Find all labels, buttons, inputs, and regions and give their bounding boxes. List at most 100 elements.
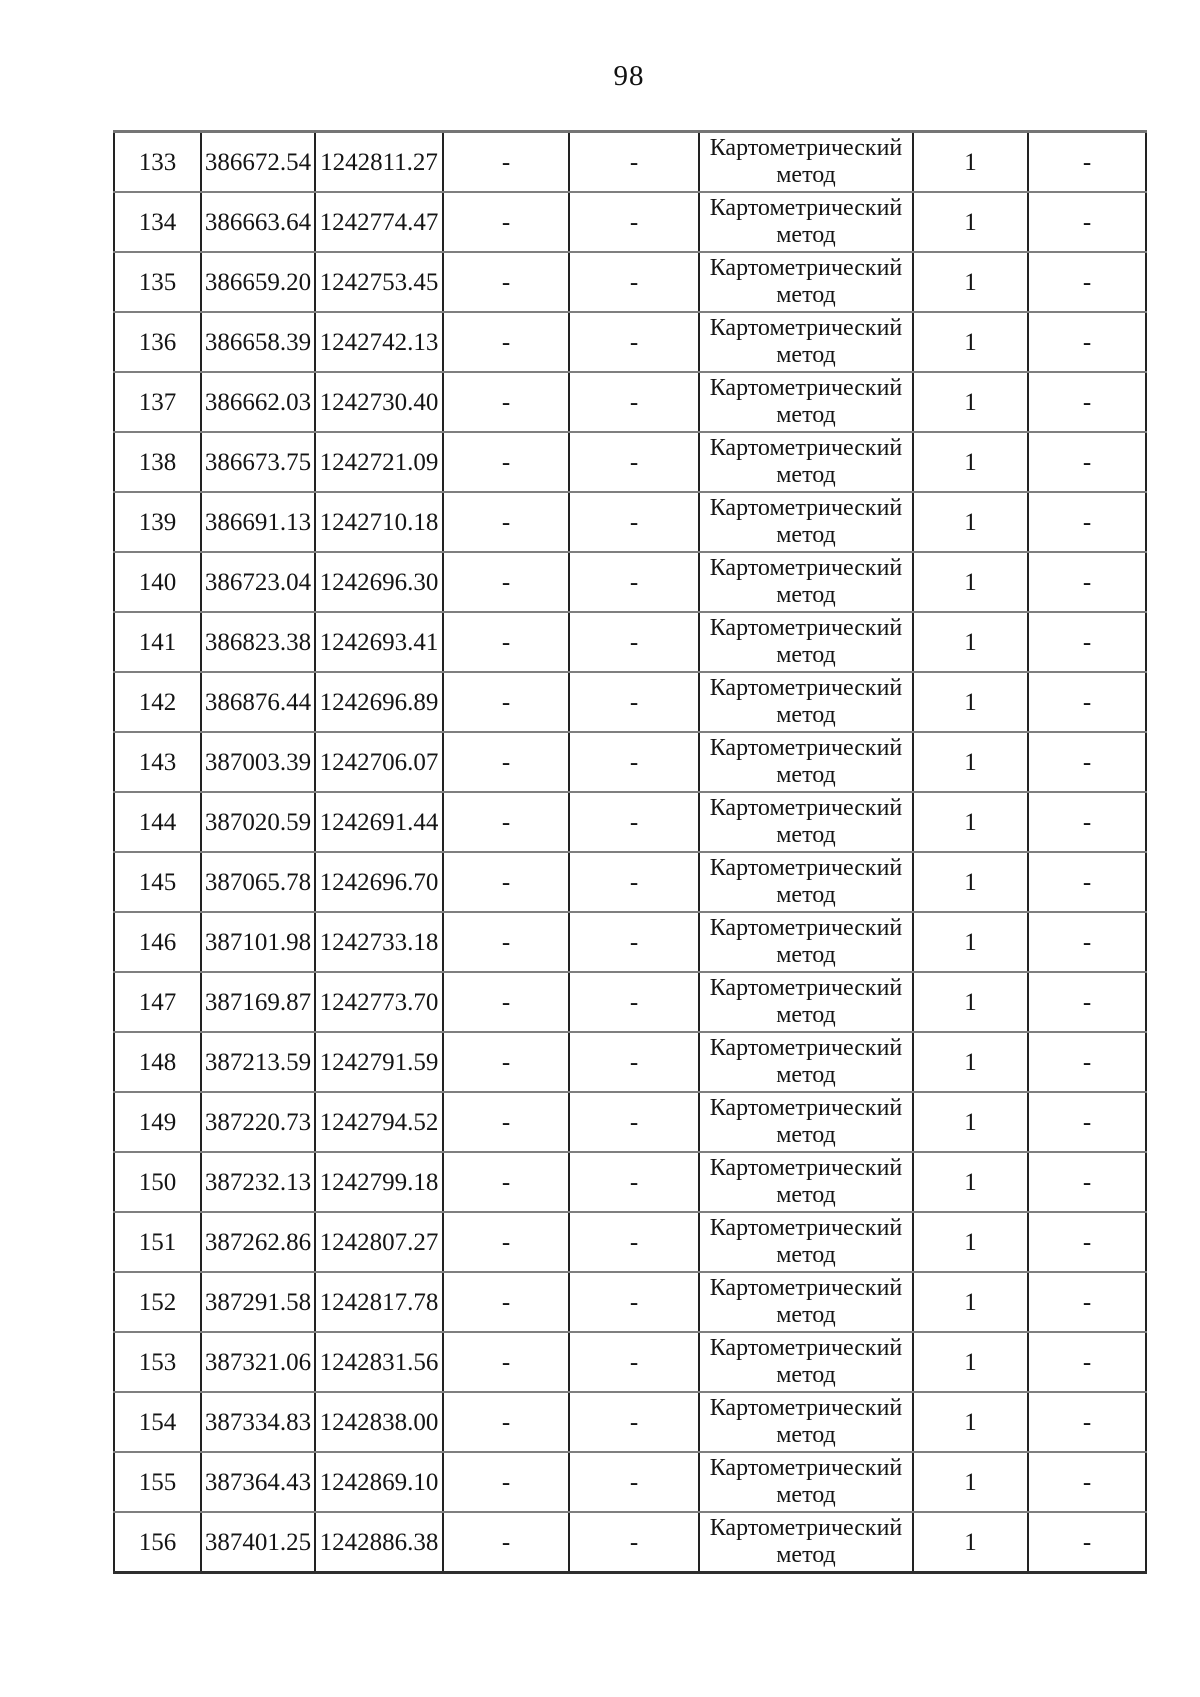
cell-coord-y: 1242773.70 [314,971,444,1033]
cell-dash-3: - [1027,311,1147,373]
cell-method: Картометрический метод [698,1451,914,1513]
coordinates-table: 133 386672.54 1242811.27 - - Картометрич… [113,130,1147,1574]
cell-point-number: 141 [113,611,202,673]
cell-method: Картометрический метод [698,911,914,973]
cell-dash-3: - [1027,611,1147,673]
cell-count: 1 [912,671,1029,733]
cell-count: 1 [912,1511,1029,1574]
cell-dash-3: - [1027,731,1147,793]
cell-coord-y: 1242733.18 [314,911,444,973]
cell-point-number: 147 [113,971,202,1033]
cell-dash-3: - [1027,1031,1147,1093]
cell-dash-3: - [1027,130,1147,193]
cell-dash-3: - [1027,191,1147,253]
cell-dash-2: - [568,371,700,433]
table-row: 151 387262.86 1242807.27 - - Картометрич… [113,1211,1147,1273]
cell-point-number: 148 [113,1031,202,1093]
cell-method: Картометрический метод [698,551,914,613]
cell-coord-x: 387232.13 [200,1151,316,1213]
cell-count: 1 [912,251,1029,313]
cell-dash-3: - [1027,1451,1147,1513]
table-row: 141 386823.38 1242693.41 - - Картометрич… [113,611,1147,673]
table-row: 143 387003.39 1242706.07 - - Картометрич… [113,731,1147,793]
cell-coord-y: 1242696.70 [314,851,444,913]
cell-count: 1 [912,1151,1029,1213]
cell-point-number: 136 [113,311,202,373]
cell-dash-1: - [442,491,570,553]
cell-method: Картометрический метод [698,671,914,733]
table-row: 150 387232.13 1242799.18 - - Картометрич… [113,1151,1147,1213]
table-row: 155 387364.43 1242869.10 - - Картометрич… [113,1451,1147,1513]
cell-dash-3: - [1027,911,1147,973]
table-row: 133 386672.54 1242811.27 - - Картометрич… [113,130,1147,193]
table-row: 136 386658.39 1242742.13 - - Картометрич… [113,311,1147,373]
cell-count: 1 [912,1391,1029,1453]
cell-count: 1 [912,191,1029,253]
cell-coord-x: 387101.98 [200,911,316,973]
cell-coord-y: 1242774.47 [314,191,444,253]
cell-dash-3: - [1027,1331,1147,1393]
cell-dash-2: - [568,551,700,613]
cell-method: Картометрический метод [698,971,914,1033]
cell-dash-2: - [568,1151,700,1213]
table-row: 154 387334.83 1242838.00 - - Картометрич… [113,1391,1147,1453]
cell-dash-1: - [442,551,570,613]
cell-coord-x: 386691.13 [200,491,316,553]
cell-method: Картометрический метод [698,611,914,673]
cell-method: Картометрический метод [698,1331,914,1393]
cell-dash-2: - [568,1511,700,1574]
cell-dash-3: - [1027,671,1147,733]
cell-count: 1 [912,1451,1029,1513]
cell-coord-x: 387364.43 [200,1451,316,1513]
cell-coord-x: 386662.03 [200,371,316,433]
table-row: 147 387169.87 1242773.70 - - Картометрич… [113,971,1147,1033]
cell-dash-1: - [442,371,570,433]
cell-coord-y: 1242696.89 [314,671,444,733]
cell-point-number: 145 [113,851,202,913]
cell-dash-3: - [1027,251,1147,313]
cell-dash-3: - [1027,551,1147,613]
cell-coord-y: 1242730.40 [314,371,444,433]
cell-dash-3: - [1027,1511,1147,1574]
cell-dash-2: - [568,971,700,1033]
cell-coord-y: 1242831.56 [314,1331,444,1393]
table-row: 135 386659.20 1242753.45 - - Картометрич… [113,251,1147,313]
table-row: 144 387020.59 1242691.44 - - Картометрич… [113,791,1147,853]
table-row: 148 387213.59 1242791.59 - - Картометрич… [113,1031,1147,1093]
cell-dash-1: - [442,1391,570,1453]
table-row: 145 387065.78 1242696.70 - - Картометрич… [113,851,1147,913]
cell-dash-1: - [442,971,570,1033]
cell-dash-3: - [1027,371,1147,433]
cell-count: 1 [912,491,1029,553]
cell-coord-x: 386672.54 [200,130,316,193]
table-row: 149 387220.73 1242794.52 - - Картометрич… [113,1091,1147,1153]
cell-count: 1 [912,130,1029,193]
cell-dash-1: - [442,731,570,793]
cell-dash-2: - [568,1031,700,1093]
cell-dash-3: - [1027,851,1147,913]
cell-coord-x: 387213.59 [200,1031,316,1093]
cell-dash-2: - [568,851,700,913]
cell-coord-y: 1242807.27 [314,1211,444,1273]
cell-dash-2: - [568,911,700,973]
cell-method: Картометрический метод [698,1151,914,1213]
cell-method: Картометрический метод [698,431,914,493]
cell-count: 1 [912,791,1029,853]
cell-count: 1 [912,1211,1029,1273]
cell-coord-y: 1242706.07 [314,731,444,793]
cell-dash-1: - [442,191,570,253]
cell-coord-x: 387003.39 [200,731,316,793]
cell-method: Картометрический метод [698,1031,914,1093]
cell-coord-x: 387065.78 [200,851,316,913]
cell-coord-y: 1242742.13 [314,311,444,373]
cell-count: 1 [912,611,1029,673]
cell-count: 1 [912,1031,1029,1093]
cell-dash-1: - [442,1151,570,1213]
cell-dash-2: - [568,130,700,193]
cell-coord-x: 386723.04 [200,551,316,613]
cell-point-number: 146 [113,911,202,973]
cell-count: 1 [912,1271,1029,1333]
cell-count: 1 [912,911,1029,973]
cell-dash-1: - [442,1091,570,1153]
